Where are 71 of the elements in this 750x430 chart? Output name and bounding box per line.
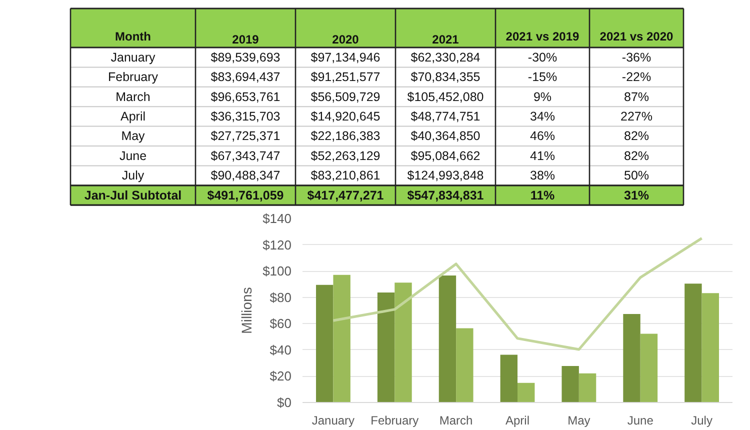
- text: $48,774,751: [410, 109, 480, 124]
- x-tick-label: April: [505, 414, 530, 428]
- text: $83,694,437: [210, 70, 280, 84]
- category-label: July: [122, 168, 144, 183]
- y-axis-title: Millions: [238, 287, 255, 334]
- category-label: June: [119, 148, 147, 163]
- y-tick-label: $0: [277, 395, 292, 410]
- text: $36,315,703: [210, 109, 280, 124]
- text: $56,509,729: [310, 90, 380, 104]
- y-tick-label: $40: [270, 342, 292, 358]
- text: $27,725,371: [210, 129, 280, 144]
- y-tick-label: $120: [262, 237, 292, 252]
- y-tick-label: $80: [270, 290, 292, 305]
- text: Month: [115, 30, 151, 44]
- text: -22%: [622, 70, 652, 84]
- text: $70,834,355: [410, 70, 480, 84]
- text: 38%: [530, 168, 556, 183]
- text: $97,134,946: [310, 50, 380, 64]
- text: -30%: [528, 50, 558, 64]
- y-tick-label: $100: [262, 264, 292, 279]
- text: -15%: [528, 70, 558, 84]
- text: $491,761,059: [207, 188, 284, 202]
- x-tick-label: March: [439, 414, 473, 428]
- text: 11%: [530, 188, 555, 202]
- text: $417,477,271: [307, 188, 384, 202]
- category-label: May: [121, 129, 145, 144]
- category-label: February: [108, 70, 158, 84]
- text: 2021 vs 2019: [506, 30, 580, 44]
- text: $96,653,761: [210, 90, 280, 104]
- line-series: [332, 236, 704, 351]
- text: $91,251,577: [310, 70, 380, 84]
- category-label: January: [110, 50, 156, 64]
- text: 2019: [232, 32, 260, 46]
- y-tick-label: $20: [270, 368, 292, 384]
- text: 82%: [624, 148, 650, 163]
- text: 34%: [530, 109, 556, 124]
- category-label: April: [120, 109, 146, 124]
- y-tick-label: $60: [270, 316, 292, 332]
- text: -36%: [622, 50, 652, 64]
- text: $547,834,831: [407, 188, 484, 202]
- text: 2020: [332, 32, 360, 46]
- text: 41%: [530, 148, 556, 163]
- text: $67,343,747: [210, 148, 280, 163]
- text: 31%: [624, 188, 650, 202]
- text: $95,084,662: [410, 148, 480, 163]
- text: $52,263,129: [310, 148, 380, 163]
- text: $90,488,347: [210, 168, 280, 183]
- text: $105,452,080: [407, 90, 484, 104]
- text: $83,210,861: [310, 168, 380, 183]
- text: $14,920,645: [310, 109, 380, 124]
- category-label: March: [116, 90, 150, 104]
- x-tick-label: January: [312, 414, 355, 428]
- text: 46%: [530, 129, 556, 144]
- text: 9%: [533, 90, 552, 104]
- text: $22,186,383: [310, 129, 380, 144]
- y-tick-label: $140: [262, 211, 292, 226]
- text: $89,539,693: [210, 50, 280, 64]
- text: 82%: [624, 129, 650, 144]
- text: 2021: [432, 32, 460, 46]
- text: 2021 vs 2020: [600, 30, 674, 44]
- text: 227%: [620, 109, 652, 124]
- x-tick-label: February: [370, 414, 419, 428]
- text: $40,364,850: [410, 129, 480, 144]
- text: $124,993,848: [407, 168, 484, 183]
- text: 50%: [624, 168, 650, 183]
- x-tick-label: July: [691, 414, 712, 428]
- x-tick-label: May: [568, 414, 590, 428]
- text: Jan-Jul Subtotal: [84, 188, 182, 202]
- text: $62,330,284: [410, 50, 480, 64]
- x-tick-label: June: [627, 414, 654, 428]
- text: 87%: [624, 90, 650, 104]
